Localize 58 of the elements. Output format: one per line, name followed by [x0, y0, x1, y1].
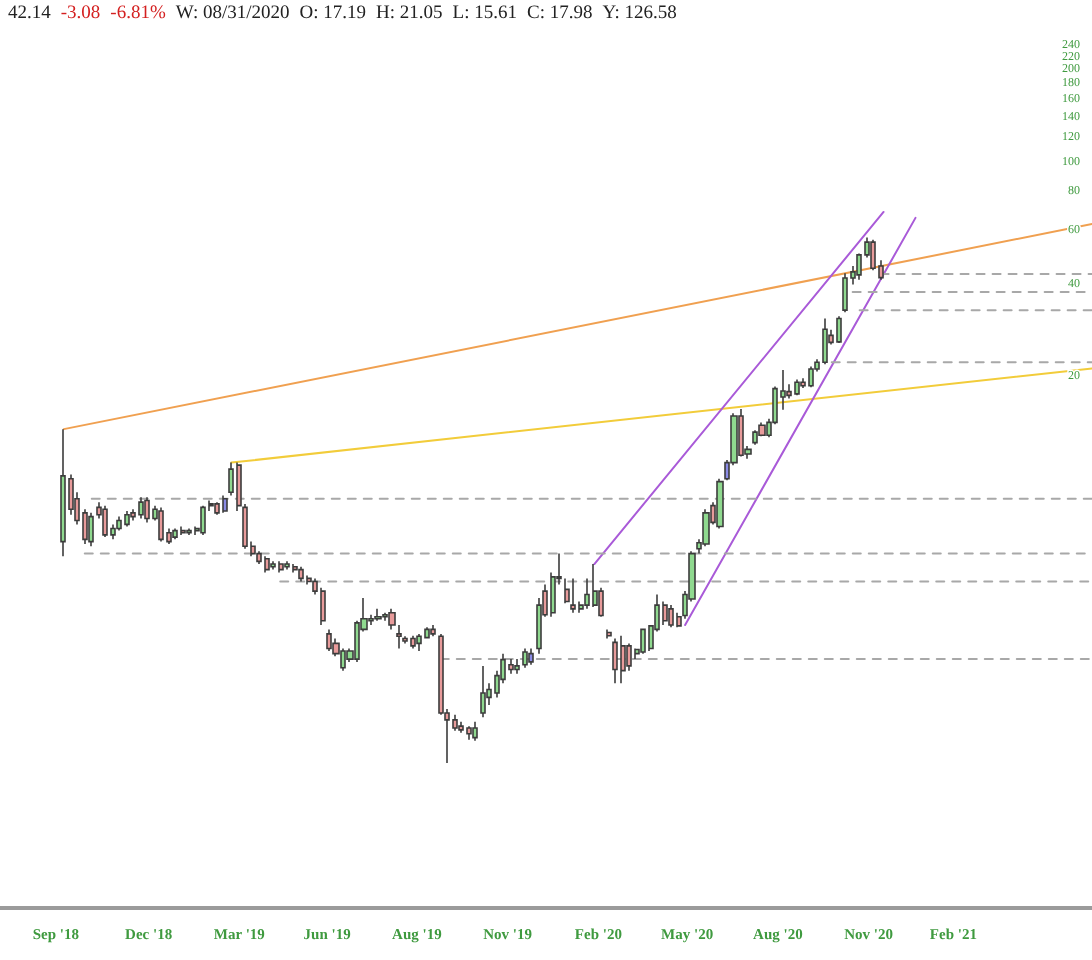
candlestick — [472, 720, 478, 742]
candlestick — [256, 550, 262, 565]
candlestick — [264, 555, 270, 574]
candlestick — [172, 527, 178, 541]
candlestick — [158, 506, 164, 543]
text: W: 08/31/2020 — [175, 4, 290, 26]
candlestick — [508, 658, 514, 675]
candlestick — [430, 624, 436, 638]
text: -6.81% — [110, 4, 166, 26]
candlestick — [298, 566, 304, 583]
candlestick — [836, 315, 842, 344]
candlestick — [640, 628, 646, 655]
candlestick — [466, 725, 472, 741]
candlestick — [102, 504, 108, 538]
candlestick — [612, 637, 618, 685]
candlestick — [320, 586, 326, 626]
text: H: 21.05 — [376, 4, 443, 26]
candlestick — [416, 633, 422, 652]
candlestick — [522, 647, 528, 669]
candlestick — [278, 560, 284, 574]
candlestick — [606, 628, 612, 640]
candlestick — [480, 665, 486, 719]
candlestick — [808, 365, 814, 388]
text: -3.08 — [60, 4, 101, 26]
candlestick — [138, 496, 144, 520]
candlestick — [374, 608, 382, 622]
candlestick — [620, 634, 626, 685]
text: C: 17.98 — [527, 4, 593, 26]
candlestick — [214, 501, 220, 516]
candlestick — [200, 504, 206, 536]
candlestick — [570, 577, 576, 614]
candlestick — [702, 508, 710, 548]
candlestick — [124, 510, 130, 528]
candlestick — [758, 421, 766, 438]
candlestick — [222, 494, 228, 514]
candlestick — [528, 647, 534, 666]
candlestick — [738, 408, 744, 458]
candlestick — [716, 477, 724, 530]
candlestick — [60, 428, 66, 557]
text: L: 15.61 — [452, 4, 517, 26]
candlestick — [410, 634, 416, 650]
candlestick — [752, 429, 758, 446]
candlestick — [340, 647, 346, 672]
candlestick — [662, 600, 668, 626]
candlestick — [116, 515, 122, 532]
text: 42.14 — [8, 4, 51, 26]
candlestick — [326, 628, 332, 652]
text: O: 17.19 — [299, 4, 367, 26]
candlestick — [794, 378, 800, 397]
candlestick — [306, 574, 312, 586]
text: Y: 126.58 — [602, 4, 677, 26]
candlestick — [144, 496, 150, 524]
candlestick — [88, 512, 94, 548]
candlestick — [822, 317, 828, 365]
candlestick — [458, 720, 464, 734]
candlestick — [668, 604, 674, 628]
candlestick — [842, 272, 848, 313]
candlestick — [870, 238, 876, 272]
